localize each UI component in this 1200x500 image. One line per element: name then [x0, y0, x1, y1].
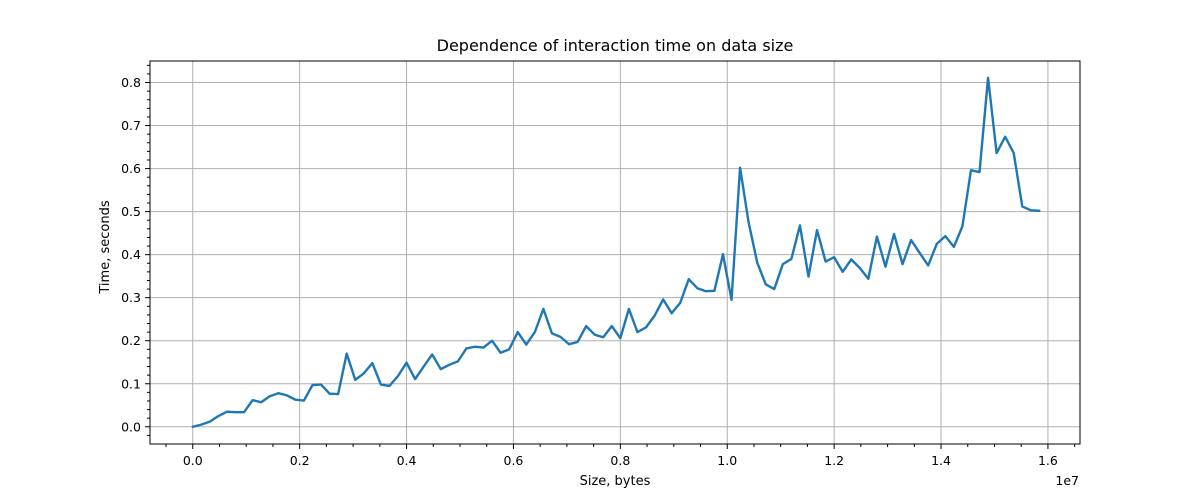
x-tick-label-1: 0.2 [290, 453, 310, 468]
x-tick-label-3: 0.6 [504, 453, 524, 468]
x-axis-offset-label: 1e7 [1055, 473, 1079, 488]
x-tick-label-4: 0.8 [610, 453, 630, 468]
axes-layer: 0.0 0.2 0.4 0.6 0.8 1.0 1.2 1.4 1.6 0.0 0.1 0.2 0.3 0… [121, 60, 1081, 468]
y-tick-label-4: 0.4 [121, 247, 141, 262]
series-line-0 [191, 76, 1041, 428]
y-tick-label-0: 0.0 [121, 419, 141, 434]
y-tick-label-6: 0.6 [121, 161, 141, 176]
series-layer [191, 76, 1041, 428]
y-tick-label-5: 0.5 [121, 204, 141, 219]
x-tick-label-7: 1.4 [931, 453, 951, 468]
x-tick-label-6: 1.2 [824, 453, 844, 468]
y-tick-label-3: 0.3 [121, 290, 141, 305]
plot-frame [149, 60, 1081, 445]
x-tick-label-8: 1.6 [1038, 453, 1058, 468]
x-tick-label-0: 0.0 [183, 453, 203, 468]
x-tick-label-5: 1.0 [717, 453, 737, 468]
y-tick-label-7: 0.7 [121, 118, 141, 133]
y-tick-label-8: 0.8 [121, 75, 141, 90]
y-tick-label-1: 0.1 [121, 376, 141, 391]
chart-title: Dependence of interaction time on data s… [437, 36, 794, 55]
y-tick-label-2: 0.2 [121, 333, 141, 348]
grid-layer [150, 61, 1080, 444]
x-tick-label-2: 0.4 [397, 453, 417, 468]
x-axis-label: Size, bytes [580, 474, 651, 489]
y-axis-label: Time, seconds [98, 200, 113, 294]
